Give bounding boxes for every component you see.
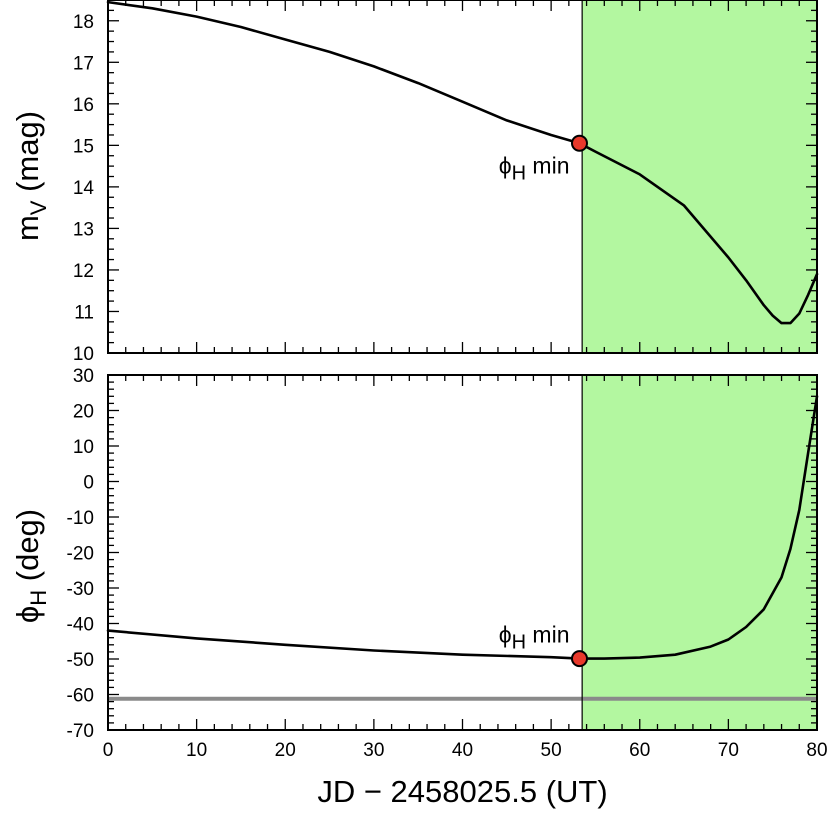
y-tick-label: 30 [73,366,94,387]
x-tick-label: 60 [629,740,650,761]
panel-top: 10 11 12 13 14 15 16 17 18 ϕH min mV (mag) [10,0,819,365]
y-tick-label: -20 [67,544,94,565]
y-tick-label: -30 [67,579,94,600]
y-tick-label: 15 [73,136,94,157]
y-tick-label: 18 [73,12,94,33]
y-axis-title: mV (mag) [10,111,51,241]
x-axis-title: JD − 2458025.5 (UT) [317,774,607,809]
panel-bottom: -70 -60 -50 -40 -30 -20 -10 0 10 20 30 0 10 20 30 40 50 6… [10,366,828,809]
y-tick-label: 13 [73,219,94,240]
y-tick-label: 10 [73,344,94,365]
y-tick-label: 11 [74,302,94,323]
y-tick-label: -60 [67,686,94,707]
x-tick-label: 30 [363,740,384,761]
y-tick-label: 20 [73,402,94,423]
y-tick-label: -50 [67,650,94,671]
y-tick-label: 0 [83,473,94,494]
x-tick-label: 40 [452,740,473,761]
y-axis-title: ϕH (deg) [10,509,51,623]
series-line [106,394,819,660]
x-tick-label: 20 [275,740,296,761]
x-tick-label: 10 [186,740,207,761]
marker-label: ϕH min [499,622,570,654]
plot-frame [107,0,818,354]
plot-frame [107,374,818,731]
x-tick-label: 0 [103,740,114,761]
shaded-region [582,0,817,353]
x-tick-label: 70 [718,740,739,761]
min-marker [570,134,588,152]
y-tick-label: -70 [67,721,94,742]
x-tick-label: 50 [541,740,562,761]
y-tick-label: 10 [73,437,94,458]
y-tick-label: -10 [67,508,94,529]
y-tick-label: 17 [73,53,94,74]
shaded-region [582,375,817,730]
min-marker [570,650,588,668]
y-tick-label: 14 [73,178,95,199]
marker-label: ϕH min [499,152,570,184]
series-line [106,0,819,325]
x-tick-label: 80 [806,740,827,761]
y-tick-label: 12 [73,261,94,282]
y-tick-label: 16 [73,95,94,116]
y-tick-label: -40 [67,615,94,636]
